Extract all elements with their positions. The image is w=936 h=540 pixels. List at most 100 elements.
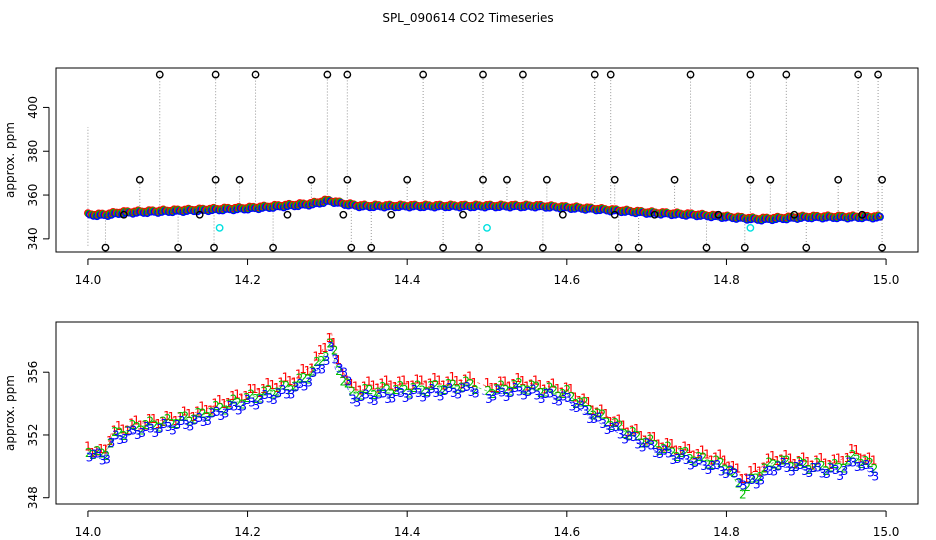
outlier-point — [479, 70, 487, 79]
series-1-point: 1 — [637, 429, 645, 443]
series-1-point: 1 — [448, 370, 456, 384]
series-1-point: 1 — [106, 434, 114, 448]
series-2-point: 2 — [656, 444, 664, 458]
series-3-point: 3 — [854, 460, 862, 474]
series-3-point: 3 — [103, 453, 111, 467]
series-1-point: 1 — [435, 374, 443, 388]
series-3-point: 3 — [490, 390, 498, 404]
series-3-point: 3 — [305, 375, 313, 389]
series-2-point: 2 — [423, 385, 431, 399]
series-3-point: 3 — [239, 399, 247, 413]
series-1-point: 1 — [119, 422, 127, 436]
series-2-point: 2 — [331, 343, 339, 357]
series-3-point: 3 — [472, 386, 480, 400]
series-2-point: 2 — [278, 379, 286, 393]
series-3-point: 3 — [463, 380, 471, 394]
series-2-point: 2 — [673, 450, 681, 464]
series-1-point: 1 — [549, 376, 557, 390]
outlier-point — [702, 243, 711, 252]
series-3-point: 3 — [792, 460, 800, 474]
series-2-point: 2 — [537, 386, 545, 400]
series-2-point: 2 — [388, 387, 396, 401]
series-3-point: 3 — [411, 383, 419, 397]
bottom-y-tick-label: 356 — [26, 361, 40, 384]
outlier-point — [740, 243, 749, 252]
series-3-point: 3 — [415, 386, 423, 400]
series-2-point: 2 — [445, 377, 453, 391]
series-1-point: 1 — [334, 353, 342, 367]
series-2-point: 2 — [269, 388, 277, 402]
series-3-point: 3 — [573, 401, 581, 415]
outlier-point — [874, 70, 882, 79]
series-3-point: 3 — [195, 411, 203, 425]
series-2-point: 2 — [853, 453, 861, 467]
series-2-point: 2 — [274, 386, 282, 400]
series-1-point: 1 — [786, 451, 794, 465]
series-1-point: 1 — [88, 446, 96, 460]
series-3-point: 3 — [424, 387, 432, 401]
bottom-y-tick-label: 352 — [26, 424, 40, 447]
outlier-point — [614, 243, 623, 252]
series-2-point: 2 — [221, 403, 229, 417]
series-1-point: 1 — [721, 453, 729, 467]
series-3-point: 3 — [867, 465, 875, 479]
series-2-point: 2 — [173, 417, 181, 431]
series-2-point: 2 — [765, 456, 773, 470]
series-2-point: 2 — [827, 461, 835, 475]
series-1-point: 1 — [146, 412, 154, 426]
series-1-point: 1 — [865, 450, 873, 464]
series-3-point: 3 — [591, 412, 599, 426]
series-3-point: 3 — [788, 465, 796, 479]
series-1-point: 1 — [751, 461, 759, 475]
series-1-point: 1 — [317, 343, 325, 357]
series-1-point: 1 — [229, 389, 237, 403]
series-3-point: 3 — [174, 418, 182, 432]
series-3-point: 3 — [419, 390, 427, 404]
series-1-point: 1 — [725, 459, 733, 473]
series-1-point: 1 — [606, 415, 614, 429]
series-2-point: 2 — [647, 433, 655, 447]
series-1-point: 1 — [374, 381, 382, 395]
series-2-point: 2 — [146, 414, 154, 428]
series-2-point: 2 — [761, 462, 769, 476]
series-3-point: 3 — [569, 399, 577, 413]
series-2-point: 2 — [515, 376, 523, 390]
series-1-point: 1 — [536, 378, 544, 392]
series-1-point: 1 — [852, 443, 860, 457]
series-1-point: 1 — [128, 416, 136, 430]
series-1-point: 1 — [383, 374, 391, 388]
series-2-point: 2 — [344, 377, 352, 391]
series-2-point: 2 — [370, 388, 378, 402]
series-1-point: 1 — [501, 374, 509, 388]
series-2-point: 2 — [287, 383, 295, 397]
series-3-point: 3 — [841, 464, 849, 478]
outlier-point — [782, 70, 791, 79]
series-3-point: 3 — [797, 458, 805, 472]
series-2-point: 2 — [313, 355, 321, 369]
series-2-point: 2 — [603, 416, 611, 430]
series-2-point: 2 — [594, 406, 602, 420]
outlier-point — [135, 175, 144, 184]
series-1-point: 1 — [440, 378, 448, 392]
series-2-point: 2 — [638, 436, 646, 450]
series-3-point: 3 — [494, 384, 502, 398]
series-3-point: 3 — [152, 426, 160, 440]
series-1-point: 1 — [826, 458, 834, 472]
series-1-point: 1 — [207, 404, 215, 418]
series-1-point: 1 — [365, 375, 373, 389]
series-2-point: 2 — [563, 383, 571, 397]
series-3-point: 3 — [406, 389, 414, 403]
series-3-point: 3 — [160, 417, 168, 431]
bottom-x-tick-label: 14.0 — [75, 525, 102, 539]
series-2-point: 2 — [414, 378, 422, 392]
bottom-x-tick-label: 14.6 — [553, 525, 580, 539]
series-3-point: 3 — [621, 432, 629, 446]
series-1-point: 1 — [264, 376, 272, 390]
series-3-point: 3 — [327, 340, 335, 354]
series-2-point: 2 — [199, 407, 207, 421]
series-1-point: 1 — [664, 436, 672, 450]
series-3-point: 3 — [806, 466, 814, 480]
series-2-point: 2 — [419, 383, 427, 397]
series-3-point: 3 — [270, 393, 278, 407]
series-2-point: 2 — [735, 476, 743, 490]
